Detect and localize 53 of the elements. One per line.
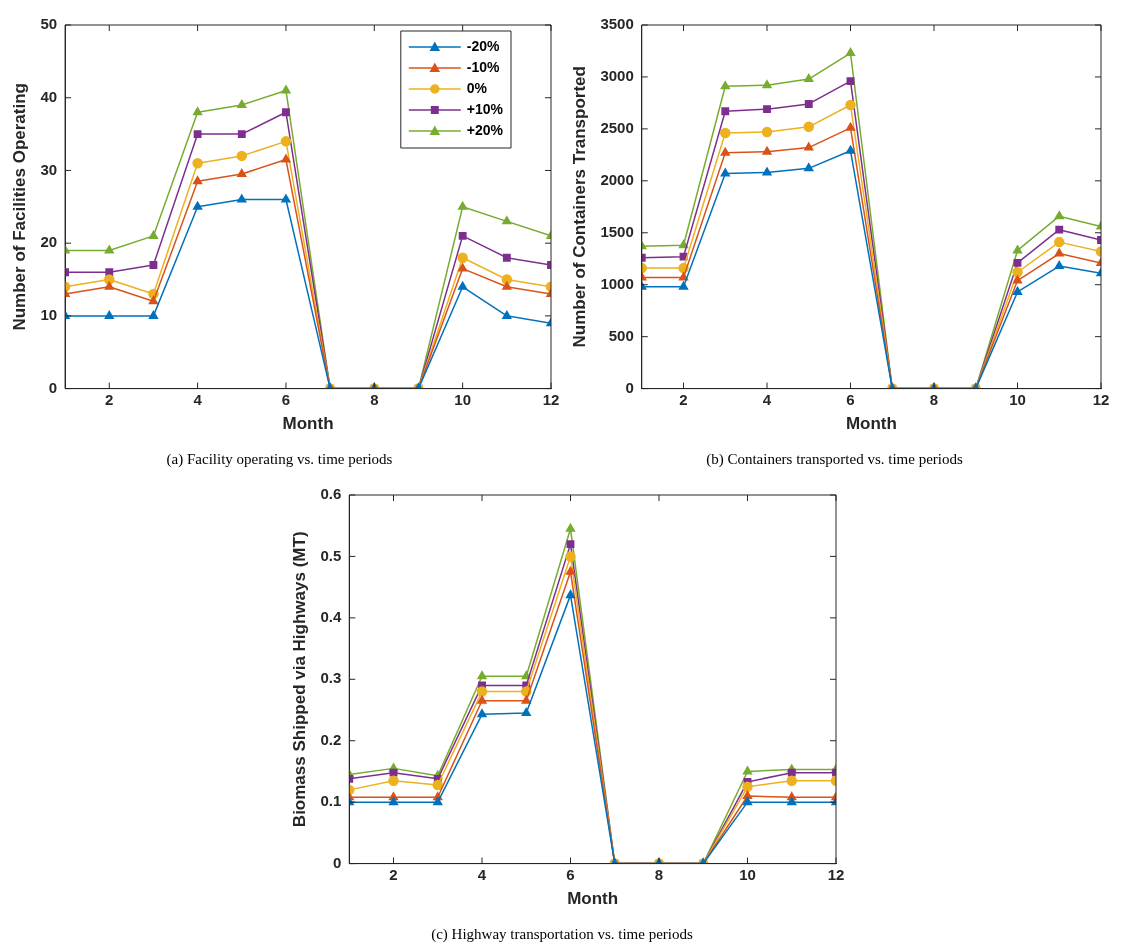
x-tick-label: 12 bbox=[542, 390, 560, 408]
legend-label: -10% bbox=[466, 58, 501, 75]
y-tick-label: 500 bbox=[608, 326, 634, 344]
x-tick-label: 6 bbox=[281, 390, 291, 408]
y-tick-label: 40 bbox=[40, 87, 58, 105]
y-tick-label: 0.6 bbox=[320, 485, 342, 503]
legend-label: +10% bbox=[466, 100, 504, 117]
x-axis-title: Month bbox=[567, 889, 619, 909]
x-tick-label: 12 bbox=[827, 865, 845, 883]
y-tick-label: 3000 bbox=[600, 67, 634, 85]
x-tick-label: 2 bbox=[679, 390, 688, 408]
y-tick-label: 2000 bbox=[600, 170, 634, 188]
x-tick-label: 8 bbox=[654, 865, 664, 883]
y-tick-label: 50 bbox=[40, 15, 58, 33]
x-tick-label: 4 bbox=[762, 390, 772, 408]
legend-label: +20% bbox=[466, 121, 504, 138]
y-axis-title: Number of Facilities Operating bbox=[9, 83, 29, 331]
x-tick-label: 10 bbox=[739, 865, 756, 883]
legend-label: 0% bbox=[466, 79, 488, 96]
y-axis-title: Number of Containers Transported bbox=[569, 66, 589, 348]
text: (b) Containers transported vs. time periods bbox=[706, 450, 963, 468]
y-tick-label: 0 bbox=[48, 378, 58, 396]
y-tick-label: 0.2 bbox=[320, 730, 342, 748]
text: (c) Highway transportation vs. time periods bbox=[431, 925, 693, 943]
legend-label: -20% bbox=[466, 37, 501, 54]
y-tick-label: 0.4 bbox=[320, 608, 342, 626]
y-tick-label: 1500 bbox=[600, 222, 634, 240]
y-tick-label: 0.1 bbox=[320, 792, 342, 810]
x-tick-label: 4 bbox=[477, 865, 487, 883]
x-tick-label: 8 bbox=[929, 390, 939, 408]
x-tick-label: 8 bbox=[370, 390, 379, 408]
x-tick-label: 6 bbox=[846, 390, 855, 408]
y-tick-label: 20 bbox=[40, 233, 58, 251]
x-tick-label: 6 bbox=[566, 865, 575, 883]
x-axis-title: Month bbox=[282, 414, 334, 434]
y-tick-label: 0 bbox=[332, 853, 342, 871]
text: (a) Facility operating vs. time periods bbox=[166, 450, 393, 468]
x-tick-label: 10 bbox=[1009, 390, 1026, 408]
y-tick-label: 0.3 bbox=[320, 669, 342, 687]
x-tick-label: 2 bbox=[389, 865, 398, 883]
x-axis-title: Month bbox=[845, 414, 897, 434]
x-tick-label: 12 bbox=[1092, 390, 1110, 408]
y-tick-label: 10 bbox=[40, 306, 58, 324]
y-tick-label: 1000 bbox=[600, 274, 634, 292]
y-tick-label: 2500 bbox=[600, 119, 634, 137]
y-tick-label: 3500 bbox=[600, 15, 634, 33]
y-tick-label: 30 bbox=[40, 160, 58, 178]
y-tick-label: 0.5 bbox=[320, 546, 342, 564]
x-tick-label: 4 bbox=[193, 390, 203, 408]
y-axis-title: Biomass Shipped via Highways (MT) bbox=[289, 531, 309, 828]
y-tick-label: 0 bbox=[625, 378, 634, 396]
x-tick-label: 10 bbox=[454, 390, 471, 408]
x-tick-label: 2 bbox=[105, 390, 114, 408]
